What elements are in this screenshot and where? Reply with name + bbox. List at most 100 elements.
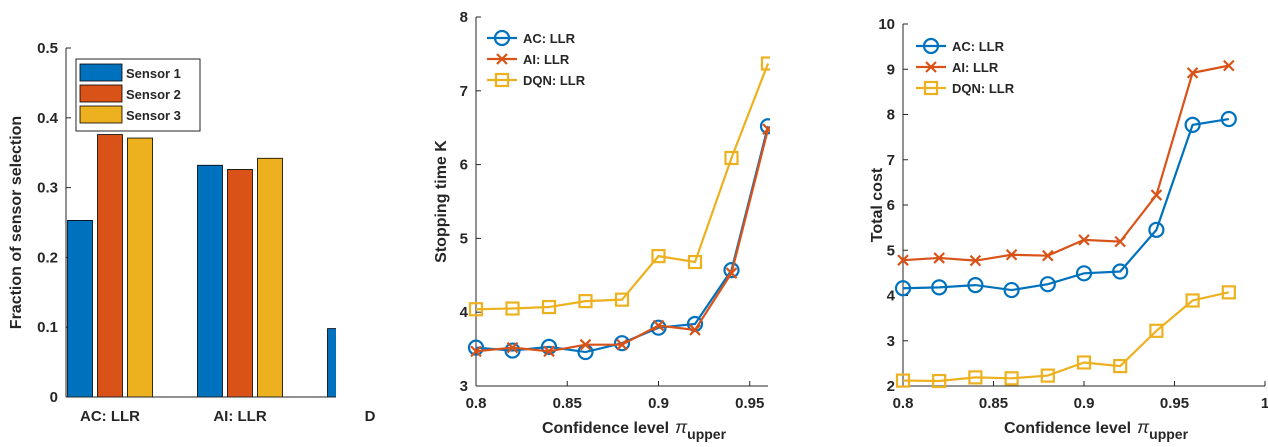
x-tick-label: 1 <box>1261 395 1268 412</box>
y-tick-label: 4 <box>887 288 896 305</box>
y-tick-label: 5 <box>887 242 895 259</box>
y-axis-label: Total cost <box>869 167 886 242</box>
legend-entry: Sensor 2 <box>126 87 181 102</box>
bars-group <box>67 134 336 398</box>
x-axis-label-text: Confidence level <box>542 420 669 437</box>
x-marker <box>689 324 701 336</box>
y-tick-label: 3 <box>460 378 468 395</box>
circle-marker <box>1003 281 1020 299</box>
y-tick-label: 0.3 <box>37 180 58 197</box>
y-tick-label: 0.4 <box>37 110 59 127</box>
y-tick-label: 0.5 <box>37 40 58 57</box>
x-marker <box>1223 59 1235 72</box>
x-marker <box>897 254 909 266</box>
x-marker <box>506 341 519 354</box>
x-tick-label: 0.85 <box>979 395 1008 412</box>
x-axis-label-subscript: upper <box>687 426 726 442</box>
x-marker <box>470 345 482 358</box>
y-tick-label: 6 <box>887 197 895 214</box>
x-marker <box>925 61 937 73</box>
legend-swatch <box>79 84 123 103</box>
stopping-time-line-chart: 3 4 5 6 7 8 0.8 0.85 0.9 0.95 Confidence level πupp… <box>433 9 770 442</box>
y-tick-label: 0 <box>50 389 58 406</box>
legend-entry: AI: LLR <box>952 60 999 75</box>
square-marker <box>687 254 703 270</box>
x-marker <box>1186 67 1199 79</box>
circle-marker <box>1220 110 1237 128</box>
square-marker <box>1149 323 1164 338</box>
legend: AC: LLR AI: LLR DQN: LLR <box>916 37 1015 96</box>
legend-swatch <box>79 105 123 124</box>
square-marker <box>932 373 947 389</box>
x-marker <box>616 338 628 351</box>
bar-sensor-2 <box>97 134 123 398</box>
series-line-dqn-llr <box>902 291 1230 383</box>
x-axis-label: Confidence level πupper <box>542 417 727 442</box>
x-marker <box>579 338 592 351</box>
x-tick-label: 0.9 <box>1074 395 1095 412</box>
x-marker <box>652 319 665 332</box>
square-marker <box>651 249 666 264</box>
bar-sensor-1 <box>327 328 336 398</box>
y-tick-label: 3 <box>887 333 895 350</box>
square-marker <box>1185 293 1200 308</box>
circle-marker <box>504 342 521 359</box>
legend-entry: AC: LLR <box>952 39 1005 54</box>
legend-swatch <box>79 63 123 82</box>
y-tick-label: 7 <box>460 83 468 100</box>
circle-marker <box>468 339 485 356</box>
x-axis-label-symbol: π <box>1137 417 1150 437</box>
x-category-label: D <box>365 408 376 425</box>
square-marker <box>760 56 770 71</box>
x-tick-label: 0.9 <box>648 395 669 412</box>
legend-entry: DQN: LLR <box>952 81 1015 96</box>
x-marker <box>1114 235 1126 248</box>
square-marker <box>1076 355 1092 370</box>
y-tick-label: 9 <box>887 61 895 78</box>
square-marker <box>1221 285 1236 300</box>
square-marker <box>578 294 593 309</box>
y-axis-label: Stopping time K <box>433 140 450 263</box>
bar-sensor-2 <box>227 169 253 398</box>
square-marker <box>1113 358 1128 374</box>
square-marker <box>468 302 484 317</box>
square-marker <box>1040 368 1055 383</box>
series-line-dqn-llr <box>475 63 770 311</box>
x-tick-label: 0.95 <box>735 395 764 412</box>
series-line-ac-llr <box>902 117 1229 292</box>
circle-marker <box>931 279 948 296</box>
square-marker <box>1004 371 1019 386</box>
x-marker <box>1150 189 1163 201</box>
circle-marker <box>723 262 740 279</box>
square-marker <box>923 80 939 96</box>
series-line-ac-llr <box>475 125 770 354</box>
series-line-ai-llr <box>902 64 1230 262</box>
x-category-label: AI: LLR <box>213 408 266 425</box>
bar-sensor-3 <box>127 137 153 398</box>
circle-marker <box>1148 221 1165 238</box>
legend-entry: AI: LLR <box>523 52 570 67</box>
x-tick-label: 0.8 <box>893 395 914 412</box>
legend-entry: DQN: LLR <box>523 73 586 88</box>
bar-sensor-3 <box>257 157 283 398</box>
series-group <box>468 56 770 361</box>
x-axis-label: Confidence level πupper <box>1004 417 1189 442</box>
circle-marker <box>650 319 667 336</box>
square-marker <box>614 292 630 307</box>
x-marker <box>1078 234 1090 246</box>
y-tick-label: 0.1 <box>37 319 58 336</box>
x-marker <box>969 254 982 267</box>
y-tick-label: 2 <box>887 378 895 395</box>
y-tick-label: 4 <box>460 304 469 321</box>
legend-entry: AC: LLR <box>523 31 576 46</box>
circle-marker <box>1112 263 1129 280</box>
bar-sensor-1 <box>67 220 93 398</box>
square-marker <box>494 72 510 88</box>
y-tick-label: 10 <box>878 16 895 33</box>
circle-marker <box>967 276 984 294</box>
x-marker <box>496 53 508 65</box>
total-cost-line-chart: 2 3 4 5 6 7 8 9 10 0.8 0.85 0.9 0.95 1 Confidence leve… <box>869 16 1268 442</box>
x-tick-label: 0.85 <box>553 395 582 412</box>
circle-marker <box>540 338 558 355</box>
